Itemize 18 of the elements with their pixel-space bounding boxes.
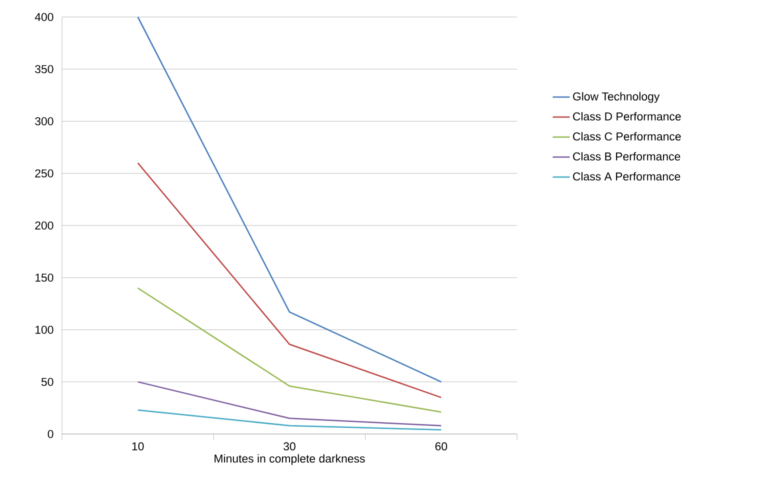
y-tick-label: 150 xyxy=(35,274,54,282)
legend-label: Class C Performance xyxy=(573,132,681,140)
legend-label: Glow Technology xyxy=(573,92,660,103)
y-tick-label: 200 xyxy=(35,221,54,230)
y-tick-label: 300 xyxy=(35,117,54,126)
y-tick-label: 250 xyxy=(35,169,54,178)
legend-label: Class A Performance xyxy=(573,172,680,181)
y-tick-label: 50 xyxy=(41,378,54,386)
y-tick-label: 400 xyxy=(34,12,54,22)
y-tick-label: 350 xyxy=(35,65,54,74)
y-tick-label: 100 xyxy=(35,326,54,334)
x-tick-label: 30 xyxy=(284,442,296,450)
x-tick-label: 10 xyxy=(132,442,144,450)
legend-label: Class B Performance xyxy=(573,152,680,160)
legend-label: Class D Performance xyxy=(573,112,681,120)
x-axis-title: Minutes in complete darkness xyxy=(214,454,365,465)
y-tick-label: 0 xyxy=(48,430,54,438)
x-tick-label: 60 xyxy=(435,442,448,450)
